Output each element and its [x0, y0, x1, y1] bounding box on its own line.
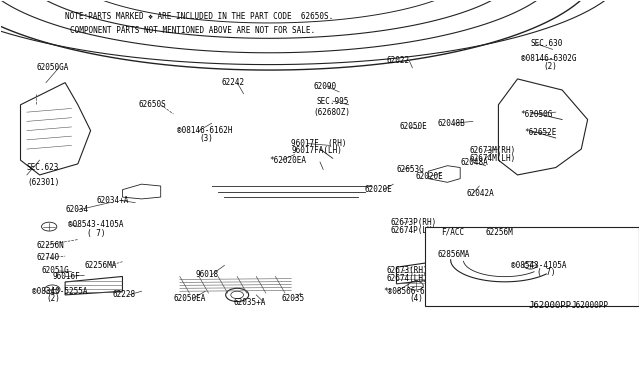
Text: (4): (4) [409, 294, 423, 303]
Text: *®08566-6205A: *®08566-6205A [384, 287, 444, 296]
Text: 62050EA: 62050EA [173, 294, 206, 303]
Text: J62000PP: J62000PP [572, 301, 609, 311]
Text: 62035+A: 62035+A [234, 298, 266, 307]
Text: ®08543-4105A: ®08543-4105A [68, 220, 124, 229]
Text: ( 7): ( 7) [537, 268, 555, 277]
Text: 62256N: 62256N [36, 241, 64, 250]
Text: 62740: 62740 [36, 253, 60, 263]
Text: NOTE:PARTS MARKED ❖ ARE INCLUDED IN THE PART CODE  62650S.: NOTE:PARTS MARKED ❖ ARE INCLUDED IN THE … [65, 12, 333, 21]
Text: ®08543-4105A: ®08543-4105A [511, 261, 566, 270]
Text: 62256MA: 62256MA [84, 261, 116, 270]
Text: COMPONENT PARTS NOT MENTIONED ABOVE ARE NOT FOR SALE.: COMPONENT PARTS NOT MENTIONED ABOVE ARE … [70, 26, 315, 35]
Text: 96016F: 96016F [52, 272, 80, 281]
Text: 96017F  (RH): 96017F (RH) [291, 139, 347, 148]
Text: 62042A: 62042A [467, 189, 494, 198]
Text: ®08340-5255A: ®08340-5255A [32, 287, 88, 296]
Text: 62020E: 62020E [415, 172, 444, 181]
Text: *62652E: *62652E [524, 128, 556, 137]
Text: 62020E: 62020E [365, 185, 392, 194]
Text: 62256M: 62256M [486, 228, 513, 237]
Text: 62674(LH): 62674(LH) [387, 274, 429, 283]
Text: 62035: 62035 [282, 294, 305, 303]
Text: 62673P(RH): 62673P(RH) [390, 218, 436, 227]
Text: 62048A: 62048A [460, 157, 488, 167]
Text: SEC.623: SEC.623 [27, 163, 60, 172]
Text: 62090: 62090 [314, 82, 337, 91]
Text: 62653G: 62653G [396, 165, 424, 174]
Text: SEC.995: SEC.995 [317, 97, 349, 106]
Text: (2): (2) [46, 294, 60, 303]
Text: 62674P(LH): 62674P(LH) [390, 226, 436, 235]
Text: 62673M(RH): 62673M(RH) [470, 147, 516, 155]
Text: 62673(RH): 62673(RH) [387, 266, 429, 275]
Text: (3): (3) [199, 134, 213, 142]
Text: (2): (2) [543, 61, 557, 71]
Text: F/ACC: F/ACC [441, 228, 464, 237]
Text: 62050GA: 62050GA [36, 63, 69, 72]
Text: 62242: 62242 [221, 78, 244, 87]
Text: 62228: 62228 [113, 291, 136, 299]
Text: 62856MA: 62856MA [438, 250, 470, 259]
Text: *62020EA: *62020EA [269, 155, 306, 165]
FancyBboxPatch shape [425, 227, 639, 306]
Text: 62022: 62022 [387, 56, 410, 65]
Text: 62674M(LH): 62674M(LH) [470, 154, 516, 163]
Text: 62051G: 62051G [42, 266, 69, 275]
Text: ( 7): ( 7) [88, 230, 106, 238]
Text: *62050G: *62050G [521, 109, 553, 119]
Text: SEC.630: SEC.630 [531, 39, 563, 48]
Text: 62650S: 62650S [138, 100, 166, 109]
Text: 62034+A: 62034+A [97, 196, 129, 205]
Text: (6268OZ): (6268OZ) [314, 108, 351, 117]
Text: 62048B: 62048B [438, 119, 466, 128]
Text: (62301): (62301) [27, 178, 60, 187]
Text: J62000PP: J62000PP [529, 301, 572, 311]
Text: 96017FA(LH): 96017FA(LH) [291, 147, 342, 155]
Text: ®08146-6302G: ®08146-6302G [521, 54, 576, 63]
Text: ®08146-6162H: ®08146-6162H [177, 126, 232, 135]
Text: 96018: 96018 [196, 270, 219, 279]
Text: 62050E: 62050E [399, 122, 428, 131]
Text: 62034: 62034 [65, 205, 88, 215]
